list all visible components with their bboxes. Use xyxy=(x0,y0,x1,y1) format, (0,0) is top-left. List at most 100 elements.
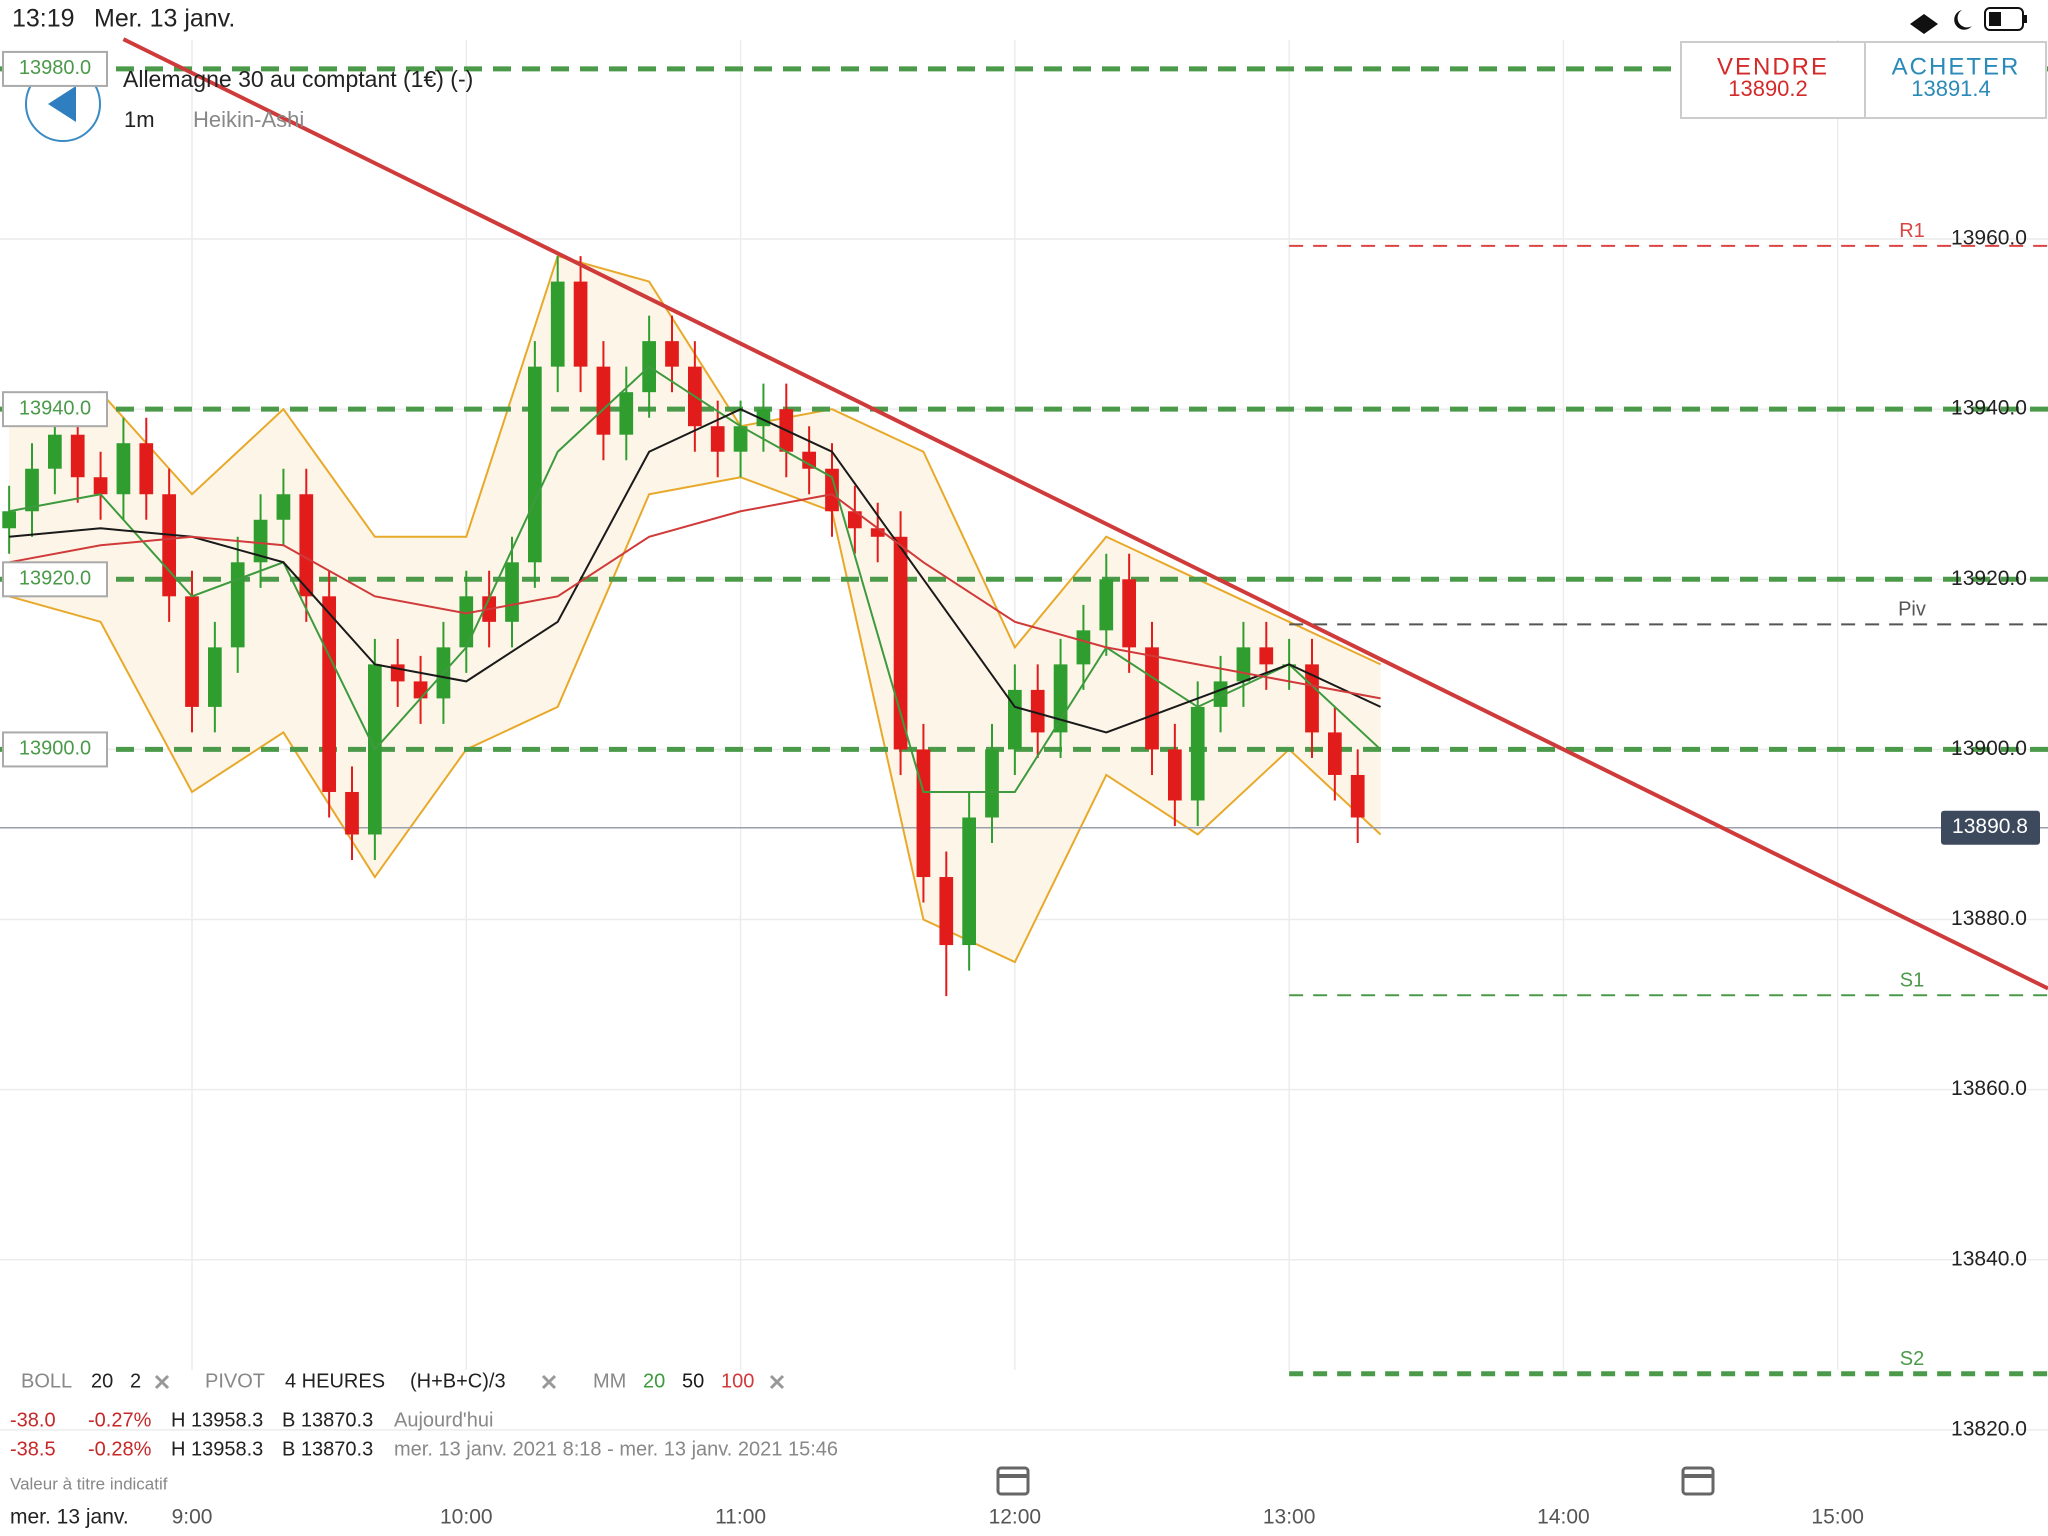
candle-body xyxy=(413,681,428,699)
range: mer. 13 janv. 2021 8:18 - mer. 13 janv. … xyxy=(394,1438,838,1460)
pivot-label: R1 xyxy=(1899,220,1925,242)
candle-body xyxy=(550,281,565,367)
status-icons xyxy=(1910,7,2027,34)
x-tick-label: 15:00 xyxy=(1811,1506,1864,1529)
candle-body xyxy=(619,392,634,435)
chart-style[interactable]: Heikin-Ashi xyxy=(193,107,304,132)
disclaimer: Valeur à titre indicatif xyxy=(10,1474,168,1493)
candle-body xyxy=(299,494,314,597)
boll-deviation: 2 xyxy=(130,1370,141,1392)
boll-name[interactable]: BOLL xyxy=(21,1370,72,1392)
y-tick-label: 13860.0 xyxy=(1951,1077,2027,1100)
sell-button[interactable]: VENDRE 13890.2 xyxy=(1680,41,1866,119)
plot: 9:00 10:00 11:00 12:00 13:00 14:00 15:00 R1 Piv S… xyxy=(0,37,2048,1529)
pivot-label: S2 xyxy=(1900,1348,1924,1370)
x-tick-label: 12:00 xyxy=(989,1506,1042,1529)
candle-body xyxy=(1076,630,1091,665)
candle-body xyxy=(1030,689,1045,733)
candle-body xyxy=(48,434,62,469)
y-tick-label: 13820.0 xyxy=(1951,1417,2027,1440)
mm-legend-item: 100 xyxy=(721,1370,754,1392)
candle-body xyxy=(276,494,291,520)
candle-body xyxy=(665,341,679,367)
moving-average xyxy=(9,408,1381,734)
candle-body xyxy=(825,468,839,512)
level-label: 13940.0 xyxy=(19,397,91,419)
x-tick-label: 9:00 xyxy=(172,1506,213,1529)
buy-price: 13891.4 xyxy=(1911,76,1991,101)
candle-body xyxy=(185,596,199,707)
candle-body xyxy=(70,434,85,478)
calendar-icon[interactable] xyxy=(1681,1466,1715,1496)
candle-body xyxy=(916,749,931,878)
boll-period: 20 xyxy=(91,1370,113,1392)
candle-body xyxy=(1008,689,1022,750)
candle-body xyxy=(93,477,108,495)
high: H 13958.3 xyxy=(171,1438,263,1460)
candle-body xyxy=(1145,647,1159,750)
pivot-period: 4 HEURES xyxy=(285,1370,385,1392)
sell-price: 13890.2 xyxy=(1728,76,1808,101)
change: -38.0 xyxy=(10,1409,56,1431)
level-label-box xyxy=(2,731,108,768)
mm-name[interactable]: MM xyxy=(593,1370,626,1392)
candle-body xyxy=(345,791,359,835)
candle-body xyxy=(596,366,611,435)
candle-body xyxy=(1053,664,1068,733)
pivot-name[interactable]: PIVOT xyxy=(205,1370,265,1392)
current-price-label: 13890.8 xyxy=(1952,815,2028,838)
change: -38.5 xyxy=(10,1438,56,1460)
y-tick-label: 13900.0 xyxy=(1951,737,2027,760)
candle-body xyxy=(1190,706,1205,801)
candle-body xyxy=(459,596,474,648)
candle-body xyxy=(116,443,131,495)
candle-body xyxy=(939,877,954,946)
level-label: 13980.0 xyxy=(19,57,91,79)
candle-body xyxy=(1328,732,1342,775)
candle-body xyxy=(870,528,885,537)
x-tick-label: 11:00 xyxy=(715,1506,766,1529)
level-label-box xyxy=(2,391,108,428)
candle-body xyxy=(1168,749,1182,801)
calendar-icon[interactable] xyxy=(996,1466,1030,1496)
level-label: 13920.0 xyxy=(19,568,91,590)
level-label-box xyxy=(2,50,108,87)
remove-pivot[interactable] xyxy=(541,1374,557,1390)
candle-body xyxy=(230,562,245,648)
range: Aujourd'hui xyxy=(394,1409,493,1431)
moving-average xyxy=(8,365,1382,793)
mm-legend-item: 20 xyxy=(643,1370,665,1392)
candle-body xyxy=(1099,579,1114,631)
buy-button[interactable]: ACHETER 13891.4 xyxy=(1864,41,2047,119)
x-tick-label: 10:00 xyxy=(440,1506,493,1529)
candle-body xyxy=(802,451,816,469)
trendline xyxy=(122,37,2048,991)
level-label: 13900.0 xyxy=(19,738,91,760)
candle-body xyxy=(322,596,336,792)
candle-body xyxy=(733,426,748,452)
y-tick-label: 13940.0 xyxy=(1951,397,2027,420)
x-tick-label: 13:00 xyxy=(1263,1506,1316,1529)
candle-body xyxy=(1236,647,1251,682)
moving-average xyxy=(8,493,1381,700)
candle-body xyxy=(528,366,542,563)
remove-mm[interactable] xyxy=(769,1374,785,1390)
candle-body xyxy=(573,281,588,367)
y-tick-label: 13960.0 xyxy=(1951,227,2027,250)
x-tick-label: 14:00 xyxy=(1537,1506,1590,1529)
candle-body xyxy=(253,519,268,563)
candle-body xyxy=(1350,774,1365,818)
remove-boll[interactable] xyxy=(154,1374,170,1390)
pivot-label: Piv xyxy=(1898,599,1926,621)
interval[interactable]: 1m xyxy=(124,107,155,132)
candle-body xyxy=(139,443,154,495)
y-tick-label: 13880.0 xyxy=(1951,907,2027,930)
status-date: Mer. 13 janv. xyxy=(94,5,235,33)
level-label-box xyxy=(2,561,108,598)
candle-body xyxy=(710,426,725,452)
candle-body xyxy=(208,647,222,707)
y-tick-label: 13920.0 xyxy=(1951,567,2027,590)
pivot-label: S1 xyxy=(1900,970,1924,992)
indicator-legend: BOLL 20 2 PIVOT 4 HEURES (H+B+C)/3 MM 20… xyxy=(21,1370,785,1392)
